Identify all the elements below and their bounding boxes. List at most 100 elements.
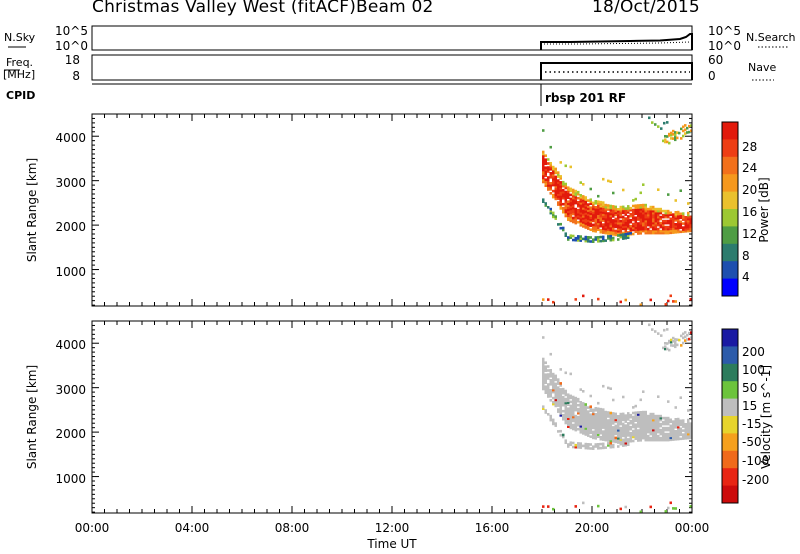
- echo-cell: [617, 222, 620, 225]
- echo-cell: [617, 226, 620, 229]
- echo-cell: [619, 235, 622, 239]
- echo-cell: [667, 215, 670, 219]
- echo-cell: [642, 203, 645, 207]
- echo-cell: [669, 501, 672, 505]
- echo-cell: [582, 211, 585, 214]
- echo-cell: [562, 184, 565, 188]
- echo-cell: [587, 225, 590, 228]
- echo-cell: [639, 206, 642, 209]
- echo-cell: [564, 405, 567, 409]
- echo-cell: [594, 212, 597, 215]
- echo-cell: [632, 214, 635, 218]
- echo-cell: [559, 412, 562, 415]
- echo-cell: [644, 215, 647, 219]
- echo-cell: [597, 214, 600, 217]
- echo-cell: [634, 224, 637, 227]
- echo-cell: [584, 409, 587, 412]
- echo-cell: [589, 202, 592, 205]
- echo-cell: [607, 218, 610, 221]
- echo-cell: [599, 228, 602, 232]
- echo-cell: [544, 389, 547, 392]
- echo-cell: [666, 328, 669, 331]
- echo-cell: [587, 211, 590, 214]
- echo-cell: [567, 417, 570, 420]
- echo-cell: [562, 210, 565, 214]
- echo-cell: [549, 416, 552, 420]
- echo-cell: [557, 430, 560, 433]
- echo-cell: [569, 236, 572, 239]
- echo-cell: [544, 361, 547, 364]
- echo-cell: [544, 369, 547, 372]
- echo-cell: [584, 446, 587, 450]
- echo-cell: [542, 379, 545, 383]
- echo-cell: [592, 410, 595, 414]
- echo-cell: [667, 432, 670, 436]
- echo-cell: [629, 433, 632, 437]
- echo-cell: [592, 436, 595, 440]
- echo-cell: [594, 222, 597, 225]
- echo-cell: [589, 417, 592, 420]
- echo-cell: [684, 124, 687, 127]
- echo-cell: [602, 219, 605, 222]
- echo-cell: [542, 180, 545, 184]
- echo-cell: [589, 421, 592, 424]
- echo-cell: [649, 213, 652, 217]
- echo-cell: [674, 231, 677, 234]
- echo-cell: [569, 404, 572, 408]
- xtick-1200: 12:00: [375, 521, 410, 535]
- echo-cell: [589, 210, 592, 213]
- echo-cell: [544, 367, 547, 370]
- echo-cell: [624, 505, 627, 509]
- echo-cell: [584, 415, 587, 418]
- echo-cell: [579, 446, 582, 449]
- echo-cell: [552, 189, 555, 193]
- echo-cell: [664, 426, 667, 430]
- echo-cell: [557, 410, 560, 413]
- echo-cell: [582, 432, 585, 435]
- echo-cell: [614, 430, 617, 434]
- echo-cell: [587, 213, 590, 216]
- echo-cell: [559, 410, 562, 413]
- echo-cell: [619, 412, 622, 416]
- echo-cell: [684, 431, 687, 434]
- echo-cell: [609, 429, 612, 433]
- echo-cell: [662, 231, 665, 235]
- echo-cell: [649, 412, 652, 416]
- echo-cell: [609, 204, 612, 208]
- echo-cell: [632, 431, 635, 435]
- echo-cell: [584, 407, 587, 410]
- echo-cell: [564, 192, 567, 196]
- echo-cell: [589, 413, 592, 416]
- echo-cell: [669, 217, 672, 221]
- echo-cell: [619, 229, 622, 233]
- noise-search-trace: [541, 41, 691, 45]
- echo-cell: [574, 219, 577, 223]
- echo-cell: [582, 203, 585, 206]
- echo-cell: [559, 429, 562, 433]
- echo-cell: [564, 391, 567, 395]
- echo-cell: [597, 297, 600, 301]
- echo-cell: [657, 414, 660, 418]
- echo-cell: [669, 223, 672, 227]
- echo-cell: [637, 411, 640, 414]
- echo-cell: [577, 419, 580, 423]
- echo-cell: [672, 137, 675, 140]
- echo-cell: [607, 413, 610, 416]
- echo-cell: [674, 217, 677, 220]
- echo-cell: [542, 381, 545, 385]
- echo-cell: [557, 223, 560, 226]
- echo-cell: [634, 226, 637, 229]
- echo-cell: [574, 201, 577, 205]
- echo-cell: [652, 213, 655, 217]
- echo-cell: [562, 435, 565, 439]
- echo-cell: [664, 231, 667, 235]
- echo-cell: [542, 160, 545, 164]
- echo-cell: [572, 409, 575, 413]
- echo-cell: [669, 434, 672, 438]
- echo-cell: [577, 403, 580, 407]
- echo-cell: [569, 217, 572, 221]
- echo-cell: [644, 424, 647, 428]
- echo-cell: [562, 415, 565, 419]
- echo-cell: [604, 203, 607, 207]
- echo-cell: [680, 334, 683, 338]
